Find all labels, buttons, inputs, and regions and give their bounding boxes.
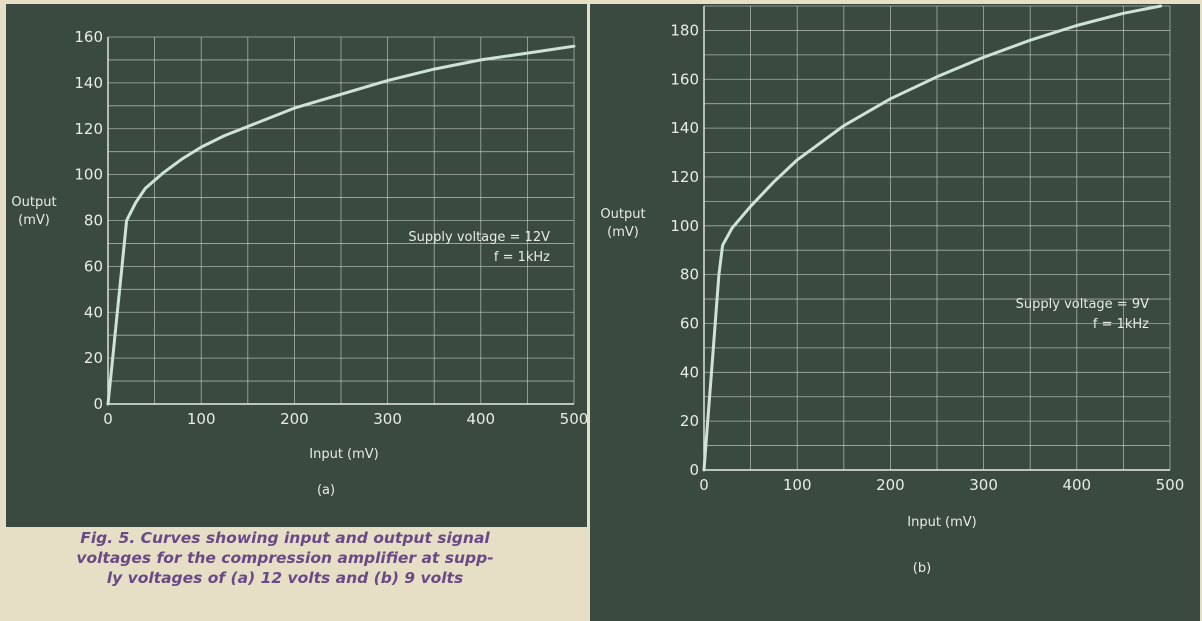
chart-b-y-axis-label: Output bbox=[600, 207, 645, 222]
figure-caption: Fig. 5. Curves showing input and output … bbox=[60, 528, 510, 588]
chart-a-x-tick-label: 500 bbox=[560, 410, 587, 428]
chart-a-y-axis-label: (mV) bbox=[18, 213, 50, 228]
chart-b-x-tick-label: 400 bbox=[1062, 476, 1091, 494]
chart-a-annotation-line: Supply voltage = 12V bbox=[408, 230, 550, 245]
chart-b-x-tick-label: 200 bbox=[876, 476, 905, 494]
chart-a-y-tick-label: 140 bbox=[74, 74, 103, 92]
chart-a-y-tick-label: 20 bbox=[84, 349, 103, 367]
chart-a-y-tick-label: 40 bbox=[84, 303, 103, 321]
chart-a-y-axis-label: Output bbox=[11, 195, 56, 210]
chart-a-y-tick-label: 60 bbox=[84, 257, 103, 275]
chart-panel-a: 0 100 200 300 400 500 0 20 40 60 80 100 120 140 160 Inp… bbox=[6, 4, 587, 527]
chart-b-y-tick-label: 160 bbox=[670, 70, 699, 88]
chart-a-annotation-line: f = 1kHz bbox=[494, 250, 550, 265]
chart-b-annotation-line: Supply voltage = 9V bbox=[1016, 297, 1149, 312]
chart-b-y-tick-label: 180 bbox=[670, 21, 699, 39]
chart-a-x-tick-label: 400 bbox=[466, 410, 495, 428]
chart-b-x-tick-label: 100 bbox=[783, 476, 812, 494]
caption-line: Fig. 5. Curves showing input and output … bbox=[80, 529, 490, 547]
chart-a-x-tick-label: 100 bbox=[187, 410, 216, 428]
chart-b-x-tick-label: 0 bbox=[699, 476, 709, 494]
chart-a-x-tick-label: 0 bbox=[103, 410, 113, 428]
chart-a-y-tick-label: 160 bbox=[74, 28, 103, 46]
chart-b-svg: 0 100 200 300 400 500 0 20 40 60 80 100 120 140 160 180… bbox=[600, 4, 1185, 576]
chart-b-x-axis-label: Input (mV) bbox=[907, 515, 977, 530]
chart-a-x-tick-label: 300 bbox=[373, 410, 402, 428]
chart-b-y-tick-label: 100 bbox=[670, 217, 699, 235]
chart-b-y-tick-label: 0 bbox=[689, 461, 699, 479]
chart-a-y-tick-label: 100 bbox=[74, 166, 103, 184]
chart-a-x-axis-label: Input (mV) bbox=[309, 447, 379, 462]
chart-b-y-tick-label: 20 bbox=[680, 412, 699, 430]
chart-b-y-tick-label: 120 bbox=[670, 168, 699, 186]
chart-panel-b: 0 100 200 300 400 500 0 20 40 60 80 100 120 140 160 180… bbox=[590, 4, 1200, 621]
chart-a-panel-label: (a) bbox=[317, 483, 335, 498]
chart-b-y-tick-label: 80 bbox=[680, 266, 699, 284]
chart-b-series-line bbox=[702, 4, 1163, 472]
chart-b-y-axis-label: (mV) bbox=[607, 225, 639, 240]
chart-a-y-tick-label: 0 bbox=[93, 395, 103, 413]
chart-b-x-tick-label: 500 bbox=[1156, 476, 1185, 494]
chart-a-svg: 0 100 200 300 400 500 0 20 40 60 80 100 120 140 160 Inp… bbox=[11, 28, 587, 498]
chart-a-y-tick-label: 120 bbox=[74, 120, 103, 138]
chart-b-y-tick-label: 140 bbox=[670, 119, 699, 137]
chart-a-x-tick-label: 200 bbox=[280, 410, 309, 428]
chart-b-annotation-line: f = 1kHz bbox=[1093, 317, 1149, 332]
chart-a-y-tick-label: 80 bbox=[84, 212, 103, 230]
caption-line: voltages for the compression amplifier a… bbox=[76, 549, 494, 567]
chart-b-y-tick-label: 60 bbox=[680, 314, 699, 332]
chart-b-panel-label: (b) bbox=[913, 561, 931, 576]
chart-a-series-line bbox=[106, 44, 576, 406]
caption-line: ly voltages of (a) 12 volts and (b) 9 vo… bbox=[106, 569, 464, 587]
chart-b-x-tick-label: 300 bbox=[969, 476, 998, 494]
chart-b-y-tick-label: 40 bbox=[680, 363, 699, 381]
